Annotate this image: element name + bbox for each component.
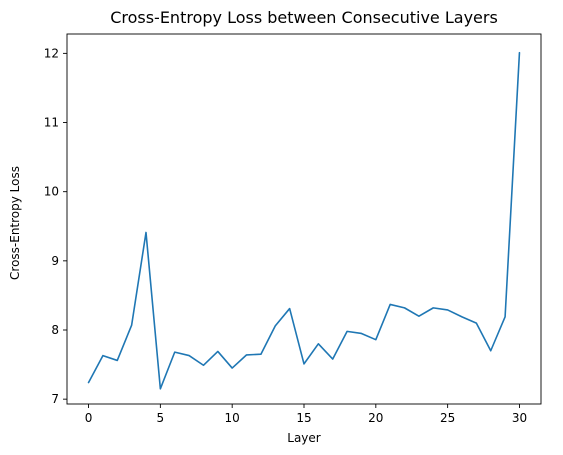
series-line [89,53,520,389]
y-tick-label: 9 [51,254,59,268]
x-tick-label: 20 [368,411,383,425]
y-tick-label: 7 [51,392,59,406]
x-tick-label: 0 [85,411,93,425]
x-tick-label: 5 [157,411,165,425]
x-tick-label: 25 [440,411,455,425]
y-axis-label: Cross-Entropy Loss [8,166,22,280]
plot-area: 0 5 10 15 20 25 30 7 8 9 10 11 12 [44,34,541,425]
chart-title: Cross-Entropy Loss between Consecutive L… [110,8,498,27]
plot-frame [67,34,541,404]
x-tick-label: 30 [512,411,527,425]
y-tick-label: 12 [44,46,59,60]
y-tick-label: 11 [44,116,59,130]
x-tick-label: 10 [225,411,240,425]
y-tick-label: 8 [51,323,59,337]
x-tick-label: 15 [296,411,311,425]
y-tick-label: 10 [44,185,59,199]
x-axis-label: Layer [287,431,321,445]
